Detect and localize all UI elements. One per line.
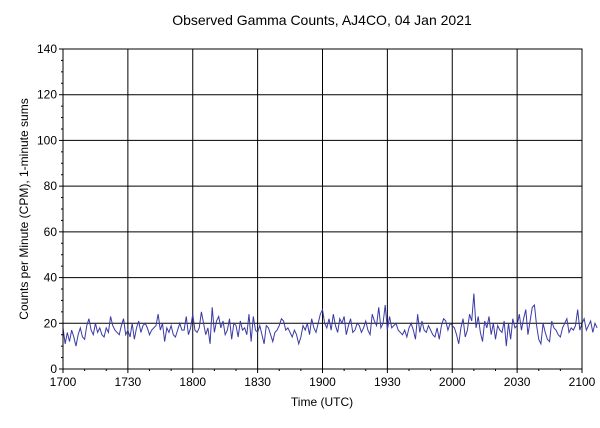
tick-marks — [59, 48, 583, 373]
series-line — [62, 293, 598, 347]
chart-title: Observed Gamma Counts, AJ4CO, 04 Jan 202… — [172, 12, 472, 28]
x-tick-labels: 1700 1730 1800 1830 1900 1930 2000 2030 2100 — [50, 375, 596, 389]
y-axis-label: Counts per Minute (CPM), 1-minute sums — [17, 98, 31, 319]
y-tick-label: 60 — [44, 225, 58, 239]
x-tick-label: 2000 — [439, 375, 466, 389]
y-tick-label: 120 — [37, 88, 57, 102]
x-tick-label: 1700 — [50, 375, 77, 389]
grid-lines — [63, 49, 582, 369]
y-tick-label: 20 — [44, 316, 58, 330]
x-tick-label: 1900 — [309, 375, 336, 389]
y-tick-labels: 0 20 40 60 80 100 120 140 — [37, 42, 57, 376]
x-tick-label: 2030 — [504, 375, 531, 389]
x-tick-label: 1730 — [115, 375, 142, 389]
y-tick-label: 140 — [37, 42, 57, 56]
x-tick-label: 2100 — [569, 375, 596, 389]
x-tick-label: 1930 — [374, 375, 401, 389]
y-tick-label: 0 — [50, 362, 57, 376]
x-tick-label: 1830 — [244, 375, 271, 389]
x-tick-label: 1800 — [179, 375, 206, 389]
plot-frame — [62, 48, 583, 370]
x-axis-label: Time (UTC) — [291, 395, 353, 409]
y-tick-label: 100 — [37, 133, 57, 147]
y-tick-label: 80 — [44, 179, 58, 193]
y-tick-label: 40 — [44, 271, 58, 285]
